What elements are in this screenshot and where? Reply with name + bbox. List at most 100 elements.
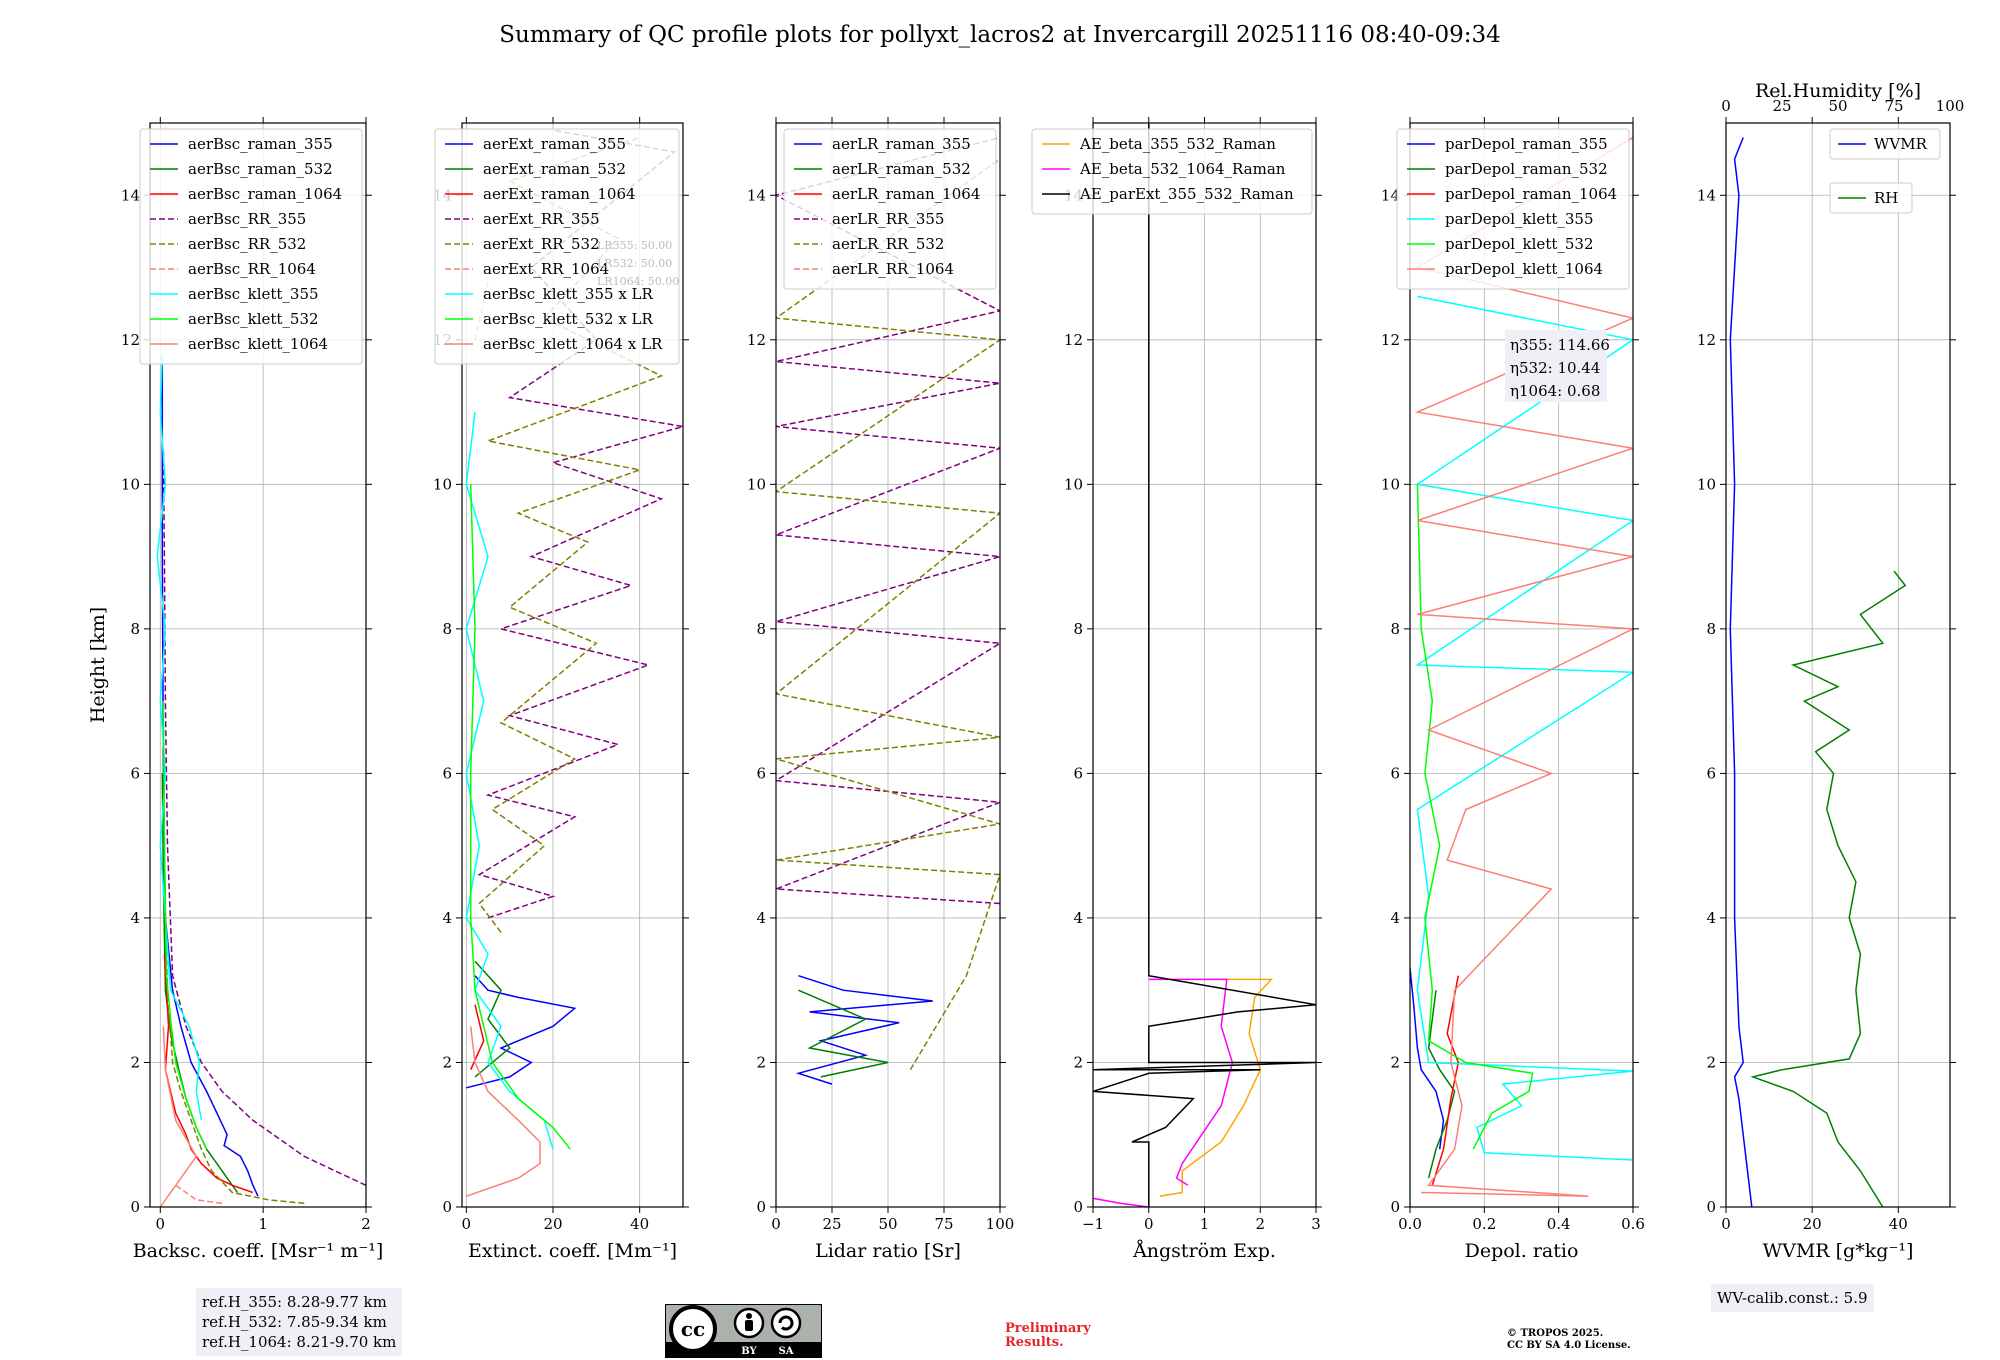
legend-entry: aerExt_raman_355 bbox=[483, 135, 626, 153]
ref-h-355: ref.H_355: 8.28-9.77 km bbox=[202, 1293, 387, 1311]
y-tick-label: 10 bbox=[433, 475, 452, 493]
legend-entry: aerExt_RR_1064 bbox=[483, 260, 609, 278]
y-tick-label: 4 bbox=[1390, 909, 1400, 927]
copyright-line-2: CC BY SA 4.0 License. bbox=[1507, 1340, 1631, 1351]
x-tick-label: 0 bbox=[771, 1215, 781, 1233]
y-tick-label: 4 bbox=[756, 909, 766, 927]
y-tick-label: 0 bbox=[1706, 1198, 1716, 1216]
legend-box bbox=[1829, 128, 1941, 160]
series-line-parDepol_raman_1064 bbox=[1431, 975, 1460, 1186]
y-tick-label: 12 bbox=[1697, 331, 1716, 349]
y-tick-label: 6 bbox=[1073, 764, 1083, 782]
series-line-AE_beta_532_1064_Raman_b bbox=[1148, 978, 1234, 1186]
y-tick-label: 6 bbox=[1390, 764, 1400, 782]
series-line-aerBsc_klett_355 x LR bbox=[465, 412, 554, 1150]
y-tick-label: 12 bbox=[1064, 331, 1083, 349]
y-tick-label: 8 bbox=[1390, 620, 1400, 638]
axes-frame bbox=[1725, 122, 1951, 1208]
x-axis-label: Lidar ratio [Sr] bbox=[815, 1240, 961, 1262]
legend-entry: WVMR bbox=[1874, 135, 1928, 153]
series-group-bsc bbox=[156, 354, 366, 1207]
series-line-parDepol_klett_1064 bbox=[1414, 136, 1633, 1197]
annotation-text: LR1064: 50.00 bbox=[597, 275, 679, 288]
y-tick-label: 0 bbox=[1390, 1198, 1400, 1216]
y-tick-label: 14 bbox=[121, 186, 140, 204]
cc-by-label: BY bbox=[741, 1346, 757, 1357]
y-tick-label: 2 bbox=[1390, 1053, 1400, 1071]
y-tick-label: 2 bbox=[442, 1053, 452, 1071]
legend-entry: parDepol_raman_1064 bbox=[1445, 185, 1617, 203]
x-tick-label: 1 bbox=[258, 1215, 268, 1233]
series-line-AE_parExt_355_532_Raman bbox=[1093, 123, 1316, 1207]
legend-entry: parDepol_klett_532 bbox=[1445, 235, 1594, 253]
series-line-aerBsc_raman_355 bbox=[161, 354, 259, 1197]
legend-entry: AE_beta_355_532_Raman bbox=[1079, 135, 1276, 153]
legend-entry: aerBsc_klett_1064 bbox=[188, 335, 328, 353]
x-tick-label: 40 bbox=[630, 1215, 649, 1233]
annotation-text: LR355: 50.00 bbox=[597, 239, 672, 252]
x-tick-label: 0.0 bbox=[1398, 1215, 1422, 1233]
legend-entry: aerBsc_raman_532 bbox=[188, 160, 333, 178]
cc-sa-label: SA bbox=[779, 1346, 794, 1357]
series-line-aerExt_raman_355 bbox=[466, 975, 577, 1089]
annotation-text: η355: 114.66 bbox=[1510, 336, 1610, 354]
series-line-aerBsc_RR_355 bbox=[162, 448, 366, 1186]
y-tick-label: 12 bbox=[121, 331, 140, 349]
y-axis-label: Height [km] bbox=[87, 607, 109, 723]
y-tick-label: 12 bbox=[1381, 331, 1400, 349]
y-tick-label: 10 bbox=[1381, 475, 1400, 493]
legend-entry: parDepol_klett_355 bbox=[1445, 210, 1594, 228]
wv-calib-const: WV-calib.const.: 5.9 bbox=[1717, 1289, 1868, 1307]
x-tick-label: 20 bbox=[1803, 1215, 1822, 1233]
panel-ext: 0204002468101214Extinct. coeff. [Mm⁻¹]ae… bbox=[433, 117, 689, 1262]
ref-h-1064: ref.H_1064: 8.21-9.70 km bbox=[202, 1333, 397, 1351]
legend-box bbox=[139, 128, 363, 365]
x-tick-label: 40 bbox=[1889, 1215, 1908, 1233]
legend-entry: parDepol_raman_532 bbox=[1445, 160, 1608, 178]
legend-entry: aerBsc_RR_355 bbox=[188, 210, 306, 228]
series-line-aerBsc_raman_532 bbox=[161, 773, 239, 1193]
legend-entry: aerBsc_klett_355 x LR bbox=[483, 285, 654, 303]
y-tick-label: 10 bbox=[121, 475, 140, 493]
x-axis-label: WVMR [g*kg⁻¹] bbox=[1763, 1240, 1914, 1262]
legend-entry: aerBsc_klett_1064 x LR bbox=[483, 335, 663, 353]
by-person-body bbox=[745, 1320, 753, 1331]
legend-entry: aerBsc_klett_532 x LR bbox=[483, 310, 654, 328]
panel-ae: −1012302468101214Ångström Exp.AE_beta_35… bbox=[1031, 117, 1322, 1262]
legend-entry: aerLR_RR_532 bbox=[832, 235, 944, 253]
top-x-axis-label: Rel.Humidity [%] bbox=[1755, 80, 1921, 102]
series-line-parDepol_klett_532 bbox=[1416, 484, 1534, 1150]
panel-wv: 0 20 40 0 2 4 6 8 10 12 14 WVMR [g*kg⁻¹] 0 25 50 75 100 R… bbox=[1697, 80, 1964, 1262]
x-axis-label: Extinct. coeff. [Mm⁻¹] bbox=[468, 1240, 677, 1262]
y-tick-label: 6 bbox=[130, 764, 140, 782]
x-tick-label: 0 bbox=[462, 1215, 472, 1233]
series-line-aerBsc_klett_532 bbox=[162, 701, 208, 1150]
series-line-aerBsc_klett_1064 bbox=[159, 1026, 198, 1207]
axes-frame bbox=[461, 122, 684, 1208]
y-tick-label: 6 bbox=[442, 764, 452, 782]
legend-entry: aerBsc_raman_355 bbox=[188, 135, 333, 153]
x-tick-label: −1 bbox=[1082, 1215, 1104, 1233]
wv-calib-box: WV-calib.const.: 5.9 bbox=[1711, 1284, 1874, 1312]
legend-entry: aerLR_RR_1064 bbox=[832, 260, 954, 278]
figure-title: Summary of QC profile plots for pollyxt_… bbox=[499, 22, 1501, 48]
series-line-aerLR_raman_532 bbox=[798, 989, 889, 1078]
series-group-ae bbox=[1093, 123, 1316, 1207]
x-tick-label: 75 bbox=[934, 1215, 953, 1233]
legend-box bbox=[1031, 128, 1313, 215]
x-tick-label: 20 bbox=[543, 1215, 562, 1233]
copyright-note: © TROPOS 2025. CC BY SA 4.0 License. bbox=[1507, 1328, 1631, 1352]
y-tick-label: 4 bbox=[1073, 909, 1083, 927]
annotation-text: η1064: 0.68 bbox=[1510, 382, 1600, 400]
legend-box bbox=[783, 128, 997, 290]
y-tick-label: 10 bbox=[1697, 475, 1716, 493]
x-tick-label: 0.6 bbox=[1621, 1215, 1645, 1233]
y-tick-label: 8 bbox=[756, 620, 766, 638]
legend-entry: RH bbox=[1874, 189, 1898, 207]
y-tick-label: 10 bbox=[747, 475, 766, 493]
panel-lr: 0 25 50 75 100 0 2 4 6 8 10 12 14 Lidar ratio [Sr] aer… bbox=[747, 117, 1014, 1262]
cc-text: cc bbox=[681, 1317, 705, 1341]
reference-height-box: ref.H_355: 8.28-9.77 km ref.H_532: 7.85-… bbox=[196, 1288, 403, 1356]
y-tick-label: 0 bbox=[1073, 1198, 1083, 1216]
